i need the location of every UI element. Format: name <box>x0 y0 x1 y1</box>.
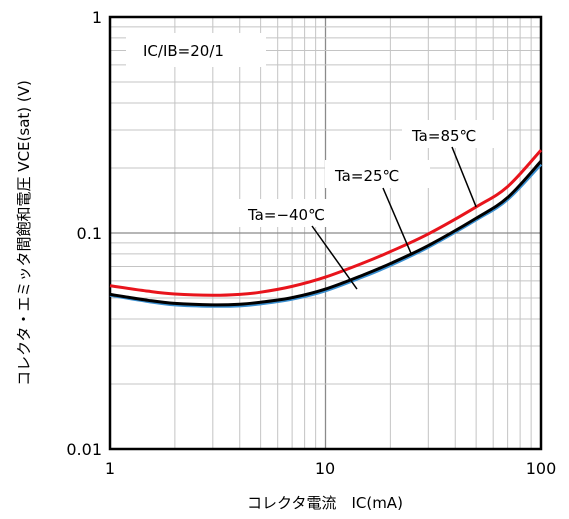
series-line-25c <box>109 160 543 307</box>
label-leader-line <box>382 187 412 255</box>
label-bg-m40 <box>238 199 350 227</box>
label-bg-85 <box>402 120 507 148</box>
x-tick-1: 1 <box>105 459 115 478</box>
series-line-85c <box>109 149 543 297</box>
label-leader-line <box>311 225 358 290</box>
y-axis-label: コレクタ・エミッタ間飽和電圧 VCE(sat) (V) <box>15 80 33 386</box>
plot-frame <box>108 15 543 451</box>
series-label-85: Ta=85℃ <box>411 127 476 145</box>
series-label-25: Ta=25℃ <box>334 167 399 185</box>
condition-label: IC/IB=20/1 <box>143 42 224 60</box>
label-bg-25 <box>325 160 430 188</box>
label-leader-line <box>451 146 477 208</box>
condition-box <box>126 33 266 67</box>
x-axis-label: コレクタ電流 IC(mA) <box>247 494 403 512</box>
y-tick-0.1: 0.1 <box>77 224 102 243</box>
y-tick-0.01: 0.01 <box>66 440 102 459</box>
x-tick-100: 100 <box>526 459 557 478</box>
series-label-m40: Ta=−40℃ <box>247 206 325 224</box>
series-layer <box>109 149 543 308</box>
grid-lines <box>109 17 541 450</box>
label-leaders <box>311 146 477 290</box>
x-tick-10: 10 <box>315 459 335 478</box>
y-tick-1: 1 <box>92 8 102 27</box>
